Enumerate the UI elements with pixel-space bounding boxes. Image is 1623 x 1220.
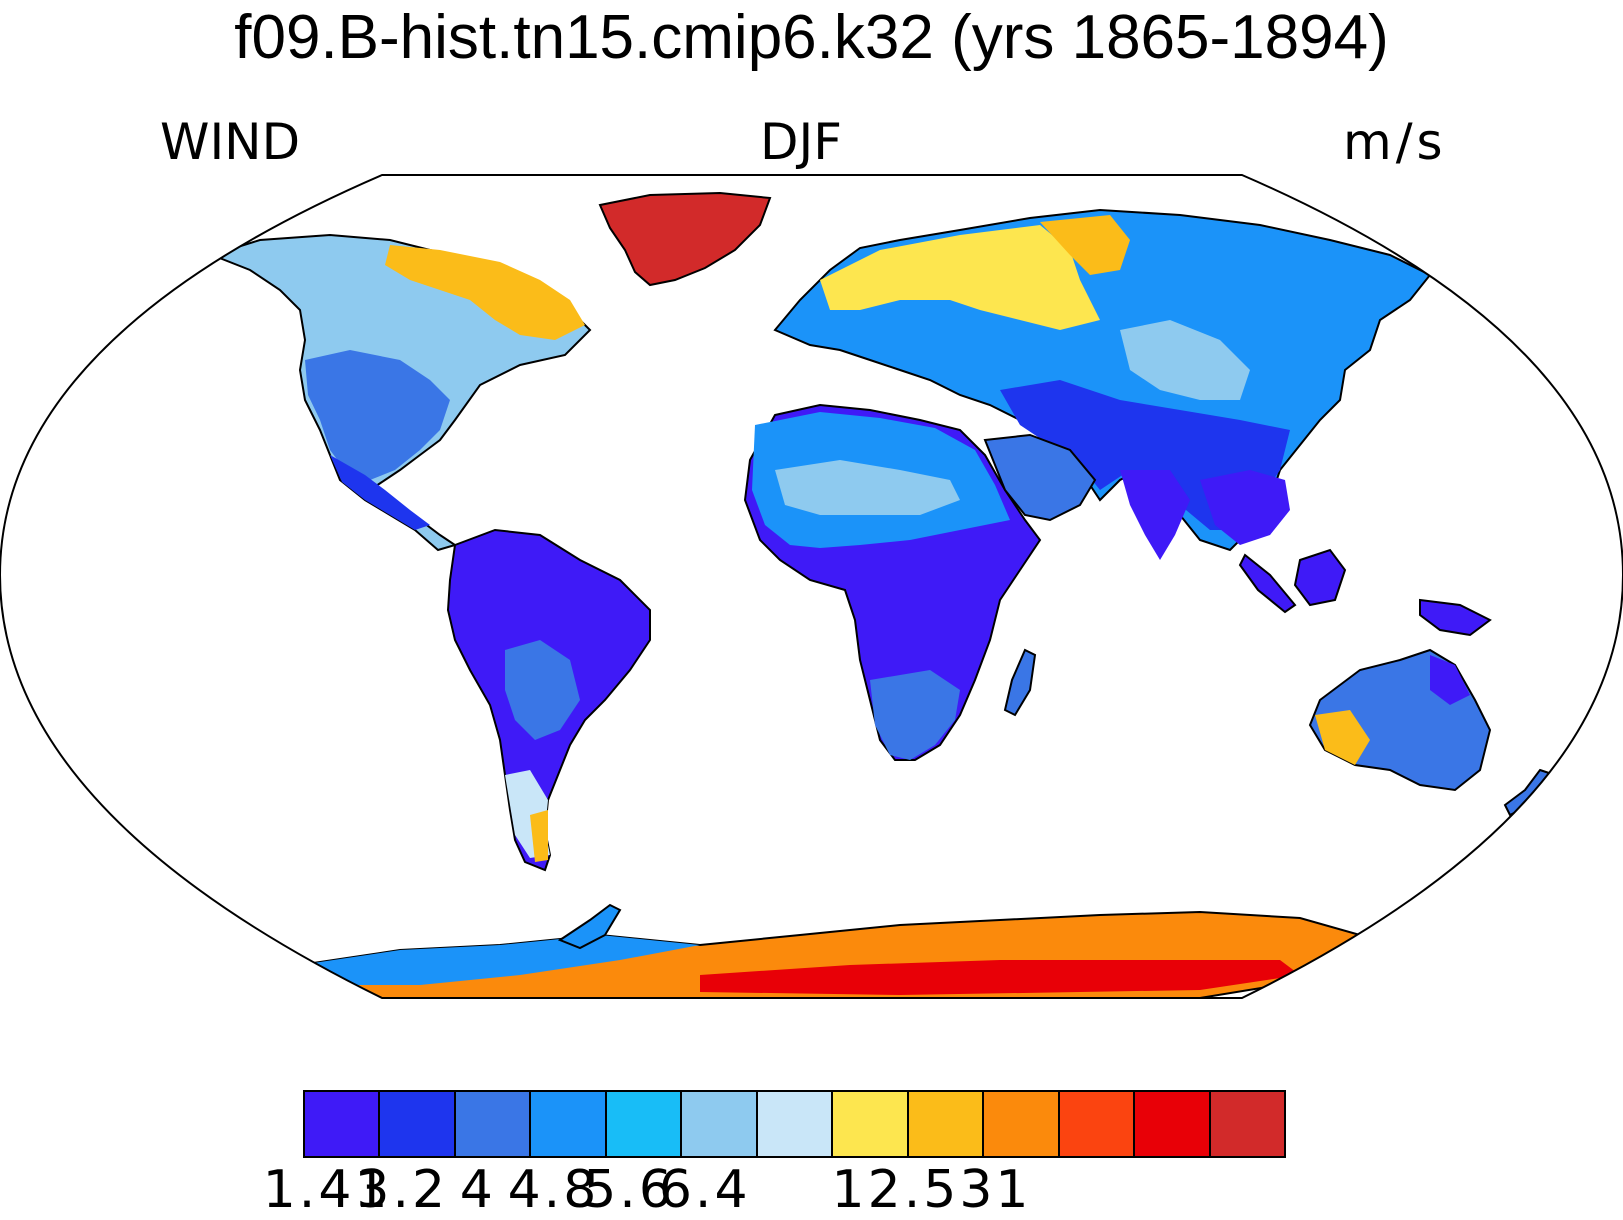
colorbar-cell xyxy=(606,1092,683,1156)
colorbar-tick-label: 4 xyxy=(459,1160,496,1220)
colorbar-tick-label: 3.2 xyxy=(356,1160,449,1220)
new-guinea-land xyxy=(1419,598,1492,637)
colorbar-cell xyxy=(908,1092,985,1156)
colorbar-tick-label: 6.4 xyxy=(658,1160,751,1220)
central-asia-light xyxy=(1120,320,1250,400)
variable-label: WIND xyxy=(160,113,301,171)
colorbar xyxy=(303,1090,1286,1158)
sumatra-land xyxy=(1238,553,1297,614)
colorbar-cell xyxy=(757,1092,834,1156)
colorbar-cell xyxy=(380,1092,456,1156)
southern-africa-blue xyxy=(870,670,960,760)
map-border xyxy=(0,174,1623,999)
antarctic-peninsula xyxy=(557,903,622,950)
plot-title: f09.B-hist.tn15.cmip6.k32 (yrs 1865-1894… xyxy=(234,3,1389,72)
colorbar-cell xyxy=(1059,1092,1136,1156)
sahara-light xyxy=(775,460,960,515)
greenland-land xyxy=(598,191,772,287)
antarctica-red xyxy=(700,960,1300,995)
units-label: m/s xyxy=(1343,113,1447,171)
patagonia-orange xyxy=(530,810,548,862)
colorbar-cell xyxy=(455,1092,532,1156)
madagascar xyxy=(1003,648,1037,717)
siberia-deeporange xyxy=(1040,215,1130,275)
colorbar-cell xyxy=(833,1092,909,1156)
colorbar-tick-label: 12.531 xyxy=(831,1160,1032,1220)
south-america-blue xyxy=(505,640,580,740)
australia-orange xyxy=(1315,710,1370,765)
colorbar-cell xyxy=(305,1092,381,1156)
new-zealand xyxy=(1503,768,1557,817)
colorbar-tick-label: 5.6 xyxy=(583,1160,675,1220)
colorbar-cell xyxy=(531,1092,607,1156)
north-america-blue xyxy=(305,350,450,480)
borneo-land xyxy=(1293,548,1347,607)
colorbar-cell xyxy=(682,1092,758,1156)
land-fill-layer xyxy=(208,191,1557,998)
india-violet xyxy=(1120,470,1190,560)
colorbar-cell xyxy=(1135,1092,1211,1156)
australia-violet xyxy=(1430,655,1470,705)
north-america-orange xyxy=(385,245,585,340)
arabia-land xyxy=(983,433,1097,522)
colorbar-tick-label: 1.41 xyxy=(262,1160,391,1220)
southeast-asia-violet xyxy=(1200,470,1290,545)
colorbar-cell xyxy=(984,1092,1060,1156)
siberia-orange xyxy=(820,225,1100,330)
season-label: DJF xyxy=(760,113,843,171)
antarctica-blue xyxy=(300,935,700,985)
colorbar-cell xyxy=(1210,1092,1285,1156)
mexico-deepblue xyxy=(330,455,430,530)
colorbar-tick-label: 4.8 xyxy=(507,1160,600,1220)
